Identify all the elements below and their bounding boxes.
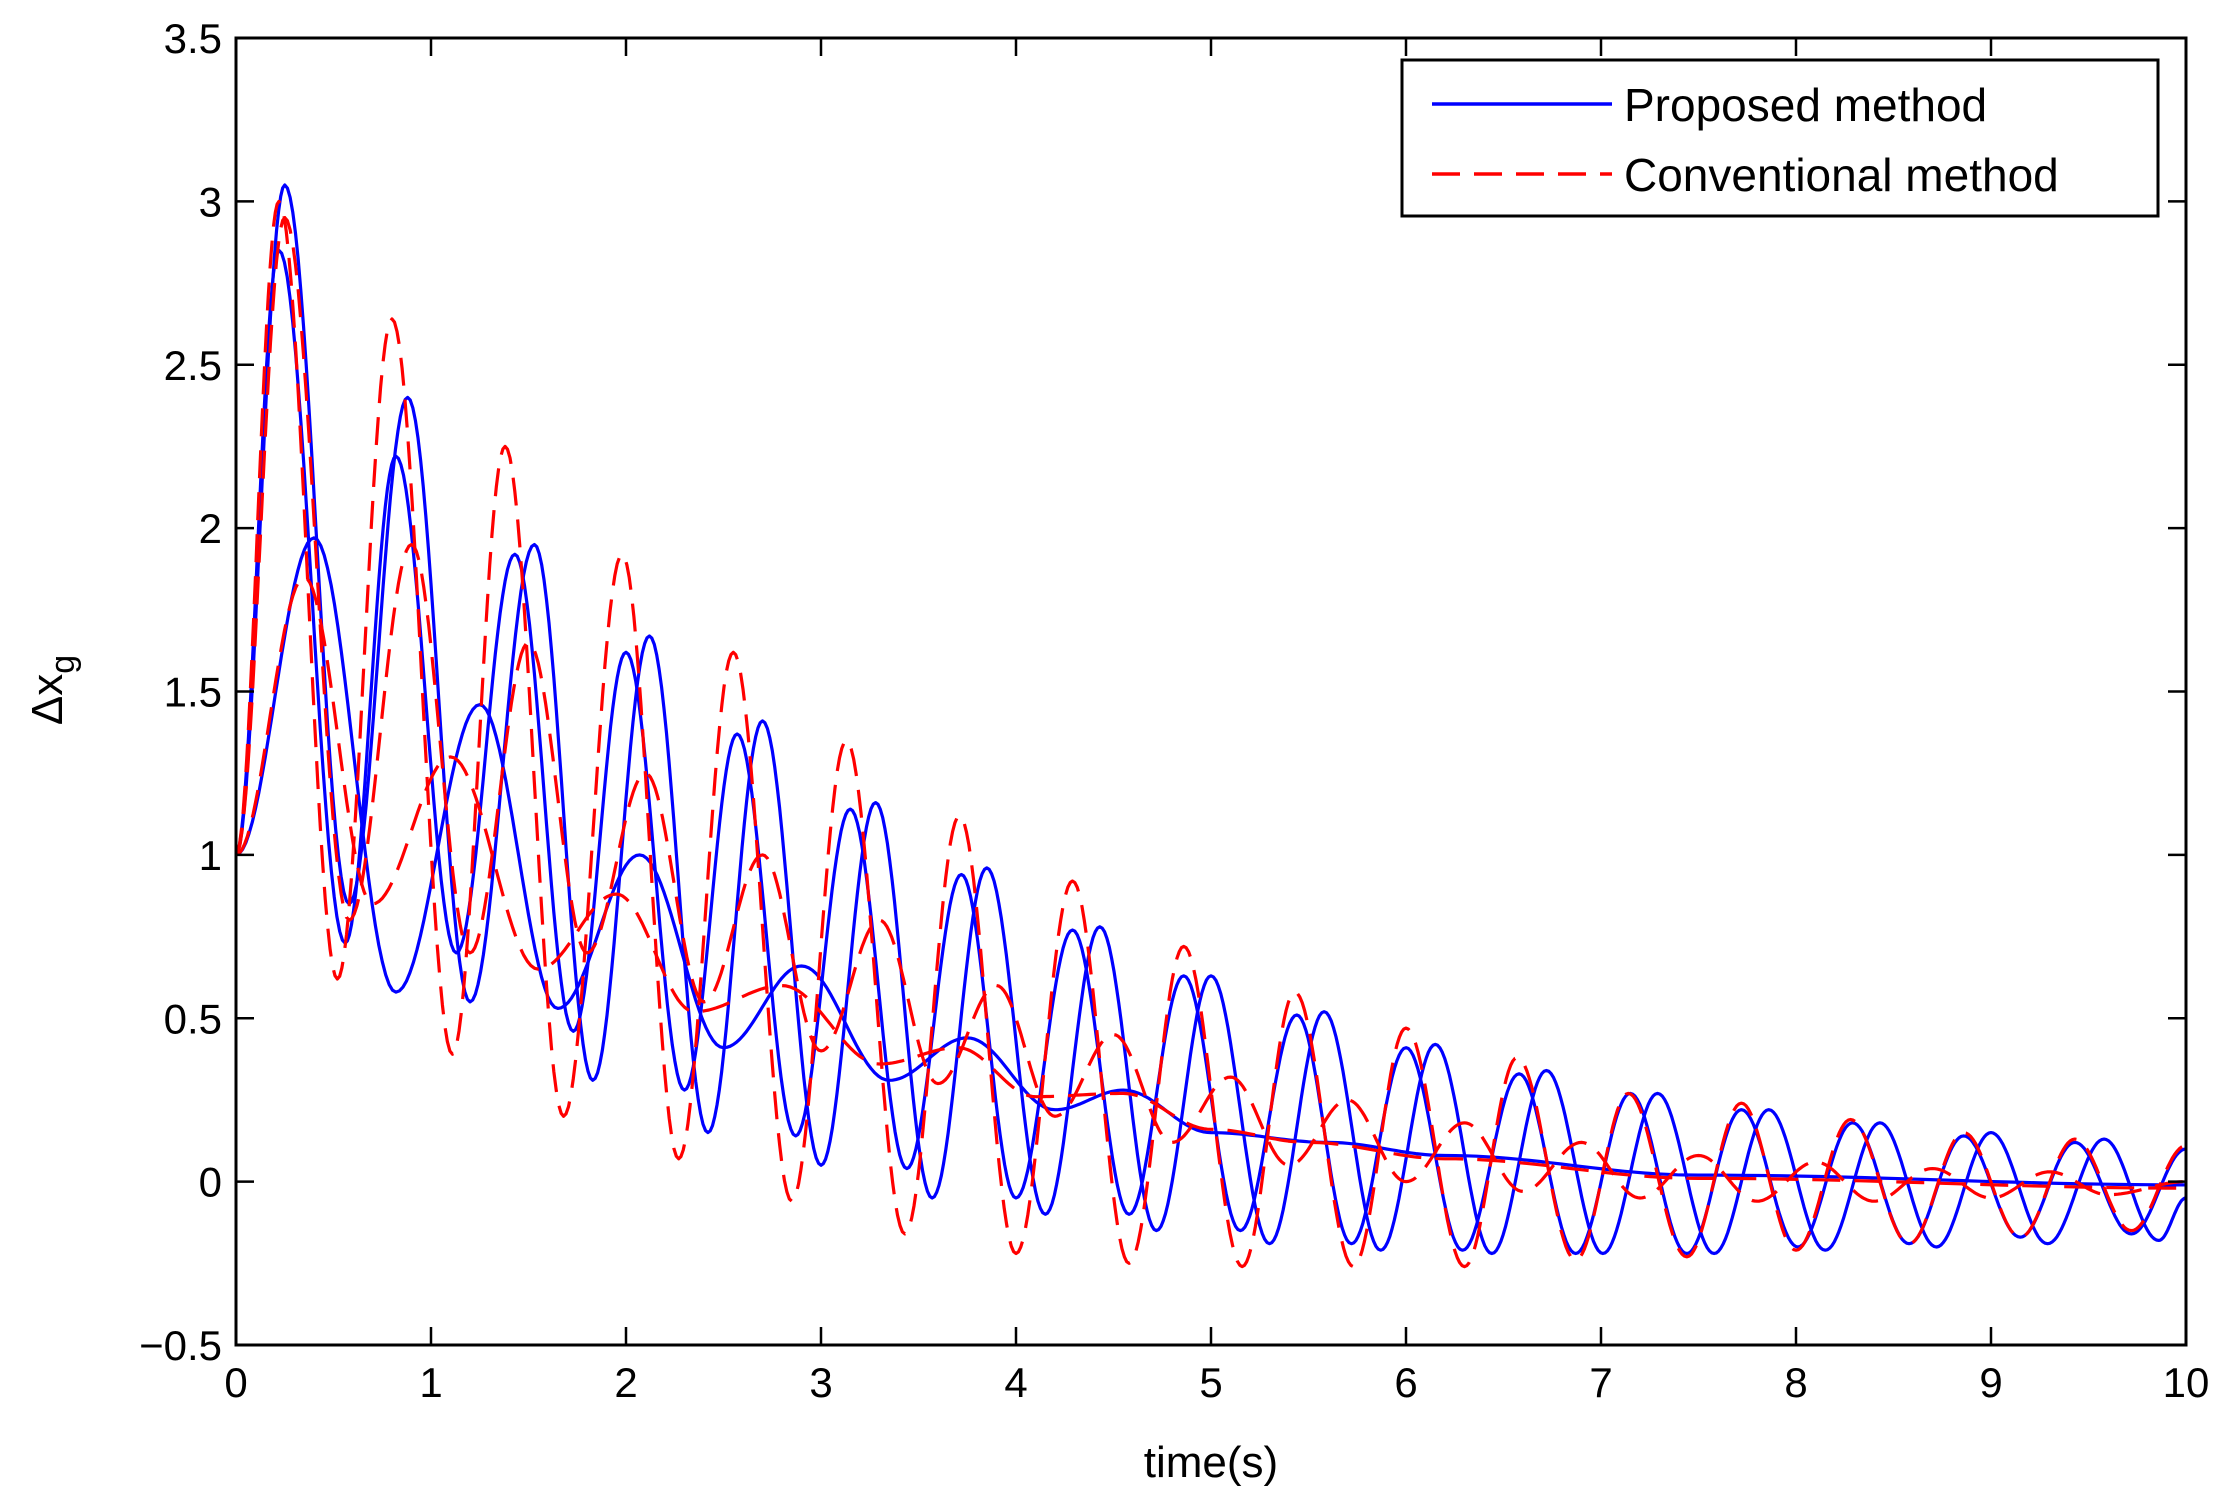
- series-line-conventional-0: [235, 575, 2187, 1190]
- series-line-conventional-1: [234, 199, 2187, 1269]
- y-axis-title-main: Δx: [23, 674, 72, 725]
- x-tick-label: 4: [1004, 1359, 1027, 1406]
- legend: Proposed method Conventional method: [1400, 58, 2160, 218]
- y-tick-label: 3: [199, 178, 222, 225]
- legend-label-proposed: Proposed method: [1624, 79, 1987, 131]
- y-tick-label: 2: [199, 505, 222, 552]
- plot-frame: [234, 36, 2188, 1347]
- y-tick-label: 1.5: [164, 669, 222, 716]
- series-line-conventional-2: [234, 216, 2187, 1203]
- y-tick-labels: −0.5 0 0.5 1 1.5 2 2.5 3 3.5: [139, 15, 222, 1369]
- x-tick-label: 0: [224, 1359, 247, 1406]
- y-tick-label: 0.5: [164, 995, 222, 1042]
- y-axis-title-subscript: g: [44, 655, 82, 674]
- y-tick-label: 3.5: [164, 15, 222, 62]
- x-tick-label: 3: [809, 1359, 832, 1406]
- x-tick-labels: 0 1 2 3 4 5 6 7 8 9 10: [224, 1359, 2209, 1406]
- x-tick-label: 2: [614, 1359, 637, 1406]
- x-tick-label: 9: [1979, 1359, 2002, 1406]
- x-tick-label: 5: [1199, 1359, 1222, 1406]
- y-tick-label: 1: [199, 832, 222, 879]
- y-tick-label: 0: [199, 1159, 222, 1206]
- legend-box: [1400, 58, 2160, 218]
- series-layer: [234, 183, 2187, 1269]
- y-tick-label: −0.5: [139, 1322, 222, 1369]
- x-tick-label: 7: [1589, 1359, 1612, 1406]
- series-line-proposed-2: [234, 183, 2187, 1256]
- x-tick-label: 1: [419, 1359, 442, 1406]
- x-tick-label: 8: [1784, 1359, 1807, 1406]
- x-tick-label: 6: [1394, 1359, 1417, 1406]
- x-axis-title: time(s): [1144, 1438, 1278, 1487]
- y-axis-title: Δxg: [23, 655, 82, 725]
- legend-label-conventional: Conventional method: [1624, 149, 2059, 201]
- x-tick-label: 10: [2163, 1359, 2210, 1406]
- y-tick-label: 2.5: [164, 342, 222, 389]
